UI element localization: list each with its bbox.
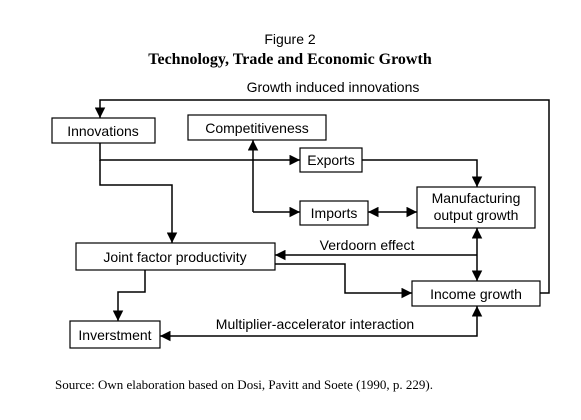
- node-label: Innovations: [67, 123, 139, 139]
- figure-label: Figure 2: [264, 31, 316, 47]
- node-label: Manufacturing output growth: [431, 190, 521, 223]
- node-box: [411, 280, 541, 307]
- node-box: [416, 186, 536, 229]
- node-label: Competitiveness: [205, 120, 309, 136]
- node-label-wrap: Manufacturing output growth: [431, 190, 521, 223]
- node-label: Imports: [311, 205, 358, 221]
- edge-label: Growth induced innovations: [247, 79, 420, 95]
- node-box: [299, 200, 369, 226]
- node-box: [187, 114, 327, 141]
- node-box: [51, 117, 156, 144]
- node-label: Exports: [307, 152, 354, 168]
- source-note: Source: Own elaboration based on Dosi, P…: [55, 377, 433, 392]
- node-label: Income growth: [430, 286, 522, 302]
- edge-label: Verdoorn effect: [320, 237, 415, 253]
- node-box: [69, 320, 161, 349]
- connectors: [94, 99, 550, 342]
- node-box: [75, 242, 276, 271]
- figure-title: Technology, Trade and Economic Growth: [148, 51, 432, 68]
- edge-label: Multiplier-accelerator interaction: [216, 316, 414, 332]
- node-label: Inverstment: [78, 327, 151, 343]
- node-label: Joint factor productivity: [103, 249, 246, 265]
- node-box: [299, 147, 363, 173]
